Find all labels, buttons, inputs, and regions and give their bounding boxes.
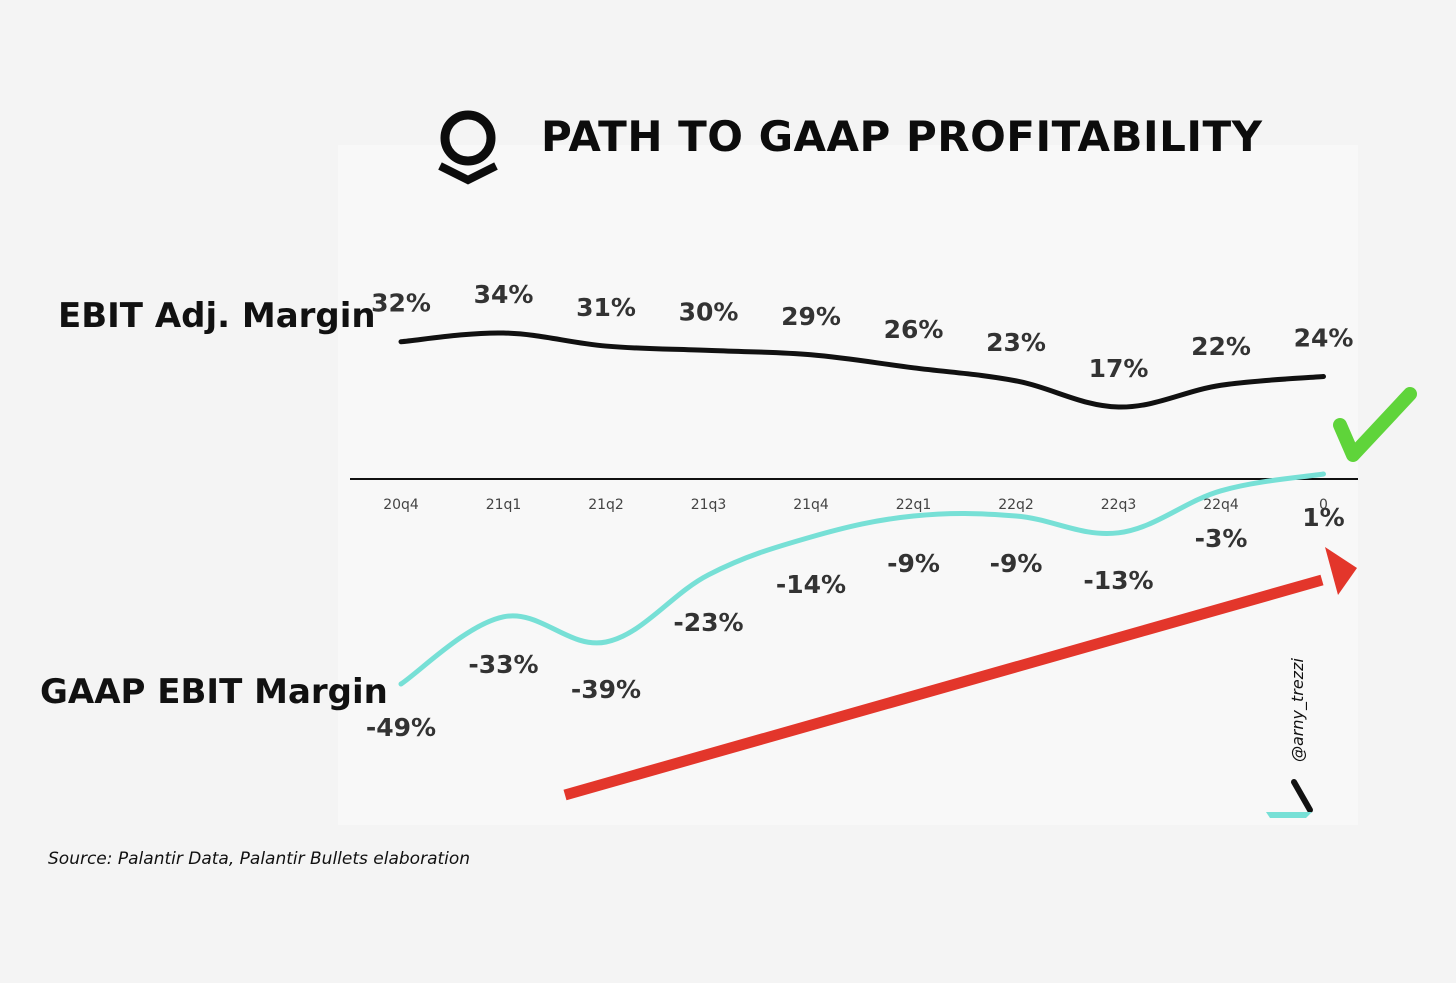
- x-tick-label: 22q4: [1203, 497, 1239, 513]
- chart-title: PATH TO GAAP PROFITABILITY: [541, 112, 1263, 161]
- ebit-value-label: 24%: [1294, 324, 1354, 353]
- x-tick-label: 21q3: [691, 497, 727, 513]
- x-tick-label: 21q2: [588, 497, 624, 513]
- ebit-value-label: 17%: [1089, 354, 1149, 383]
- ebit-value-label: 23%: [986, 328, 1046, 357]
- trend-arrow-shaft: [563, 574, 1324, 801]
- gaap-value-label: -3%: [1195, 524, 1248, 553]
- gaap-value-label: -49%: [366, 713, 436, 742]
- source-note: Source: Palantir Data, Palantir Bullets …: [48, 849, 471, 869]
- trend-arrow-head: [1325, 547, 1357, 595]
- palantir-logo-icon: [438, 110, 498, 185]
- gaap-value-label: -39%: [571, 675, 641, 704]
- watermark-handle: @arny_trezzi: [1288, 658, 1308, 762]
- x-tick-label: 22q1: [896, 497, 932, 513]
- gaap-value-label: -13%: [1083, 566, 1153, 595]
- gaap-ebit-margin-line: [398, 471, 1326, 687]
- watermark-mark-icon: [1291, 779, 1313, 813]
- watermark-bar-icon: [1266, 812, 1312, 818]
- gaap-value-label: -23%: [673, 608, 743, 637]
- ebit-value-label: 32%: [371, 289, 431, 318]
- ebit-value-label: 31%: [576, 293, 636, 322]
- x-tick-label: 22q2: [998, 497, 1034, 513]
- ebit-value-label: 26%: [884, 315, 944, 344]
- ebit-value-label: 34%: [474, 280, 534, 309]
- ebit-value-label: 29%: [781, 302, 841, 331]
- gaap-value-label: -33%: [468, 650, 538, 679]
- x-tick-label: 21q4: [793, 497, 829, 513]
- check-mark-icon: [1333, 387, 1417, 462]
- gaap-value-label: -9%: [887, 549, 940, 578]
- gaap-value-label: -9%: [990, 549, 1043, 578]
- x-tick-label: 22q3: [1101, 497, 1137, 513]
- x-tick-label: 0: [1319, 497, 1328, 513]
- x-tick-label: 20q4: [383, 497, 419, 513]
- x-tick-label: 21q1: [486, 497, 522, 513]
- ebit-adj-margin-label: EBIT Adj. Margin: [58, 296, 376, 336]
- ebit-adj-margin-line: [398, 330, 1326, 410]
- ebit-value-label: 30%: [679, 297, 739, 326]
- gaap-value-label: -14%: [776, 570, 846, 599]
- gaap-value-label: 1%: [1302, 503, 1344, 532]
- gaap-ebit-margin-label: GAAP EBIT Margin: [40, 672, 388, 712]
- ebit-value-label: 22%: [1191, 332, 1251, 361]
